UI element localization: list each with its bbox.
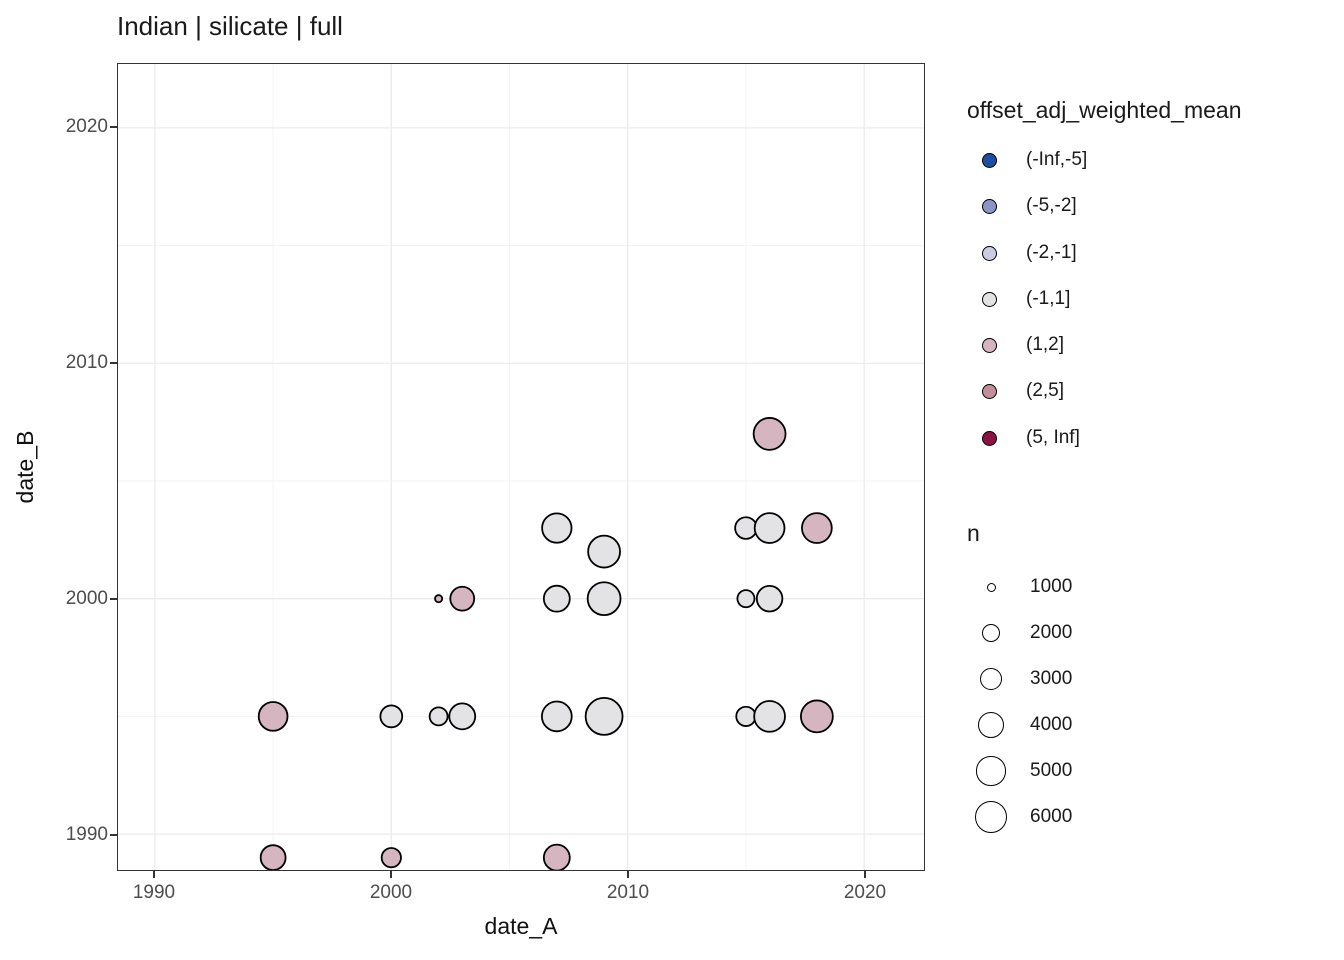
- size-legend-item: 3000: [967, 656, 1072, 702]
- color-legend-label: (-1,1]: [1026, 288, 1071, 309]
- size-legend-label: 1000: [1030, 576, 1073, 597]
- data-point: [259, 844, 287, 870]
- data-point: [541, 512, 573, 544]
- y-tick-label: 2020: [65, 116, 108, 137]
- legend-swatch-icon: [982, 198, 997, 214]
- size-legend-item: 2000: [967, 610, 1072, 656]
- x-tick-label: 2000: [369, 882, 413, 903]
- chart-title: Indian | silicate | full: [117, 11, 343, 41]
- size-key-cell: [971, 801, 1011, 833]
- size-circle-icon: [975, 801, 1007, 833]
- size-circle-icon: [976, 756, 1006, 786]
- y-tick-label: 2010: [65, 352, 108, 373]
- size-key-cell: [971, 756, 1011, 786]
- data-point: [449, 585, 476, 612]
- data-point: [753, 700, 786, 733]
- x-tick-label: 2010: [606, 882, 650, 903]
- x-axis-title: date_A: [484, 913, 558, 939]
- data-point: [448, 702, 477, 731]
- legend-swatch-icon: [982, 430, 997, 446]
- size-legend-label: 4000: [1030, 714, 1073, 735]
- size-key-cell: [971, 667, 1011, 691]
- color-legend-item: (-5,-2]: [967, 183, 1077, 229]
- y-tick-label: 2000: [65, 588, 108, 609]
- data-point: [753, 512, 786, 544]
- legend-swatch-icon: [982, 152, 997, 168]
- color-legend-label: (-2,-1]: [1026, 242, 1077, 263]
- x-axis-tick: [627, 871, 629, 878]
- color-legend-item: (1,2]: [967, 322, 1064, 368]
- size-legend-item: 1000: [967, 564, 1072, 610]
- size-key-cell: [971, 582, 1011, 592]
- size-circle-icon: [986, 582, 996, 592]
- size-legend-label: 5000: [1030, 760, 1073, 781]
- data-point: [428, 706, 449, 727]
- data-point: [542, 584, 571, 613]
- data-point: [586, 581, 622, 617]
- data-point: [801, 512, 833, 544]
- x-tick-label: 1990: [132, 882, 176, 903]
- size-circle-icon: [978, 712, 1004, 738]
- color-legend-item: (2,5]: [967, 368, 1064, 414]
- plot-panel: [117, 63, 925, 871]
- y-axis-tick: [110, 126, 117, 128]
- data-point: [541, 700, 573, 733]
- color-legend-label: (5, Inf]: [1026, 427, 1080, 448]
- data-point: [379, 704, 404, 729]
- color-legend-item: (-2,-1]: [967, 230, 1077, 276]
- legend-swatch-icon: [982, 337, 997, 353]
- data-point: [380, 847, 402, 869]
- data-point: [257, 701, 289, 732]
- data-point: [752, 417, 787, 451]
- size-legend-item: 6000: [967, 794, 1072, 840]
- data-point: [800, 699, 834, 734]
- data-point: [584, 697, 624, 736]
- data-point: [755, 584, 784, 613]
- data-point: [434, 594, 444, 604]
- size-legend-title: n: [967, 520, 980, 546]
- y-axis-tick: [110, 598, 117, 600]
- plot-canvas: [118, 64, 924, 870]
- color-legend-item: (-1,1]: [967, 276, 1070, 322]
- size-legend-label: 2000: [1030, 622, 1073, 643]
- x-axis-tick: [864, 871, 866, 878]
- color-legend-title: offset_adj_weighted_mean: [967, 97, 1242, 123]
- data-point: [542, 843, 571, 870]
- size-key-cell: [971, 712, 1011, 738]
- y-axis-tick: [110, 834, 117, 836]
- size-key-cell: [971, 624, 1011, 642]
- data-point: [734, 516, 758, 540]
- size-legend-label: 6000: [1030, 806, 1073, 827]
- color-legend-label: (-5,-2]: [1026, 195, 1077, 216]
- color-legend-item: (-Inf,-5]: [967, 137, 1087, 183]
- size-circle-icon: [979, 667, 1003, 691]
- data-point: [587, 534, 621, 569]
- size-circle-icon: [982, 624, 1000, 642]
- legend-swatch-icon: [982, 291, 997, 307]
- data-point: [735, 705, 757, 727]
- x-axis-tick: [153, 871, 155, 878]
- color-legend-label: (-Inf,-5]: [1026, 149, 1088, 170]
- color-legend-item: (5, Inf]: [967, 415, 1080, 461]
- x-axis-tick: [390, 871, 392, 878]
- size-legend-label: 3000: [1030, 668, 1073, 689]
- color-legend-label: (2,5]: [1026, 380, 1065, 401]
- y-axis-tick: [110, 362, 117, 364]
- size-legend-item: 5000: [967, 748, 1072, 794]
- color-legend-label: (1,2]: [1026, 334, 1065, 355]
- x-tick-label: 2020: [843, 882, 887, 903]
- legend-swatch-icon: [982, 383, 997, 399]
- size-legend-item: 4000: [967, 702, 1072, 748]
- data-point: [736, 589, 756, 609]
- legend-swatch-icon: [982, 245, 997, 261]
- y-axis-title: date_B: [12, 430, 38, 504]
- y-tick-label: 1990: [65, 824, 108, 845]
